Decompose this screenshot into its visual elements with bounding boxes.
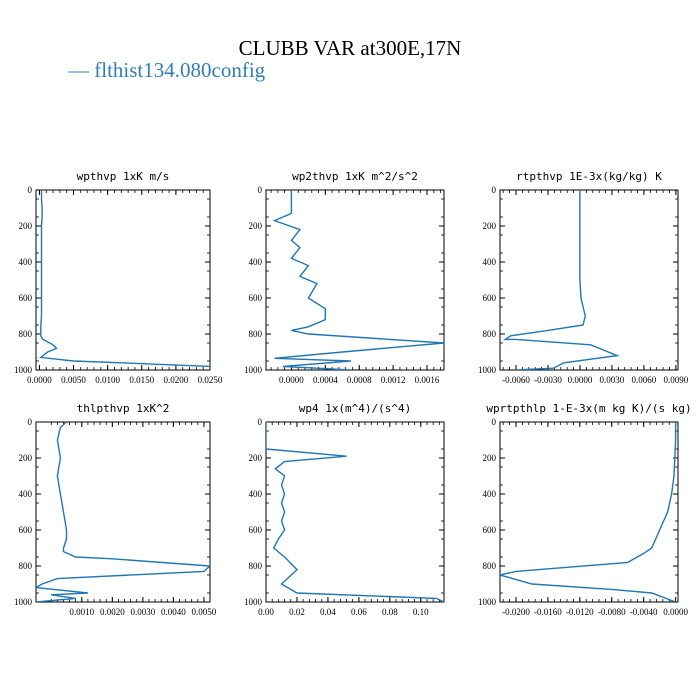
y-tick-label: 800 (19, 561, 33, 571)
series-line (502, 190, 620, 370)
y-tick-label: 1000 (14, 597, 33, 607)
x-tick-label: 0.0016 (415, 375, 440, 385)
y-tick-label: 600 (19, 525, 33, 535)
y-tick-label: 1000 (244, 365, 263, 375)
y-tick-label: 600 (483, 525, 497, 535)
y-tick-label: 0 (28, 417, 33, 427)
y-tick-label: 600 (249, 293, 263, 303)
y-tick-label: 800 (483, 329, 497, 339)
y-tick-label: 400 (19, 257, 33, 267)
y-tick-label: 600 (483, 293, 497, 303)
y-tick-label: 800 (483, 561, 497, 571)
y-tick-label: 1000 (478, 597, 497, 607)
y-tick-label: 1000 (244, 597, 263, 607)
x-tick-label: 0.0000 (27, 375, 52, 385)
x-tick-label: -0.0120 (566, 607, 594, 617)
figure-title: CLUBB VAR at300E,17N (238, 36, 462, 60)
y-tick-label: 200 (19, 453, 33, 463)
x-tick-label: 0.02 (289, 607, 305, 617)
panel-6: wprtpthlp 1-E-3x(m kg K)/(s kg) 0 200 400 60… (478, 402, 692, 617)
x-tick-label: 0.0200 (164, 375, 189, 385)
y-tick-label: 600 (249, 525, 263, 535)
x-tick-label: 0.10 (413, 607, 429, 617)
series-line (39, 190, 210, 368)
y-tick-label: 200 (19, 221, 33, 231)
y-tick-label: 0 (492, 185, 497, 195)
x-tick-label: -0.0040 (630, 607, 658, 617)
panel-title: wprtpthlp 1-E-3x(m kg K)/(s kg) (486, 402, 691, 415)
axes-frame (35, 421, 211, 603)
panel-title: wp4 1x(m^4)/(s^4) (299, 402, 412, 415)
y-tick-label: 1000 (478, 365, 497, 375)
y-tick-label: 0 (492, 417, 497, 427)
axes-frame (499, 189, 679, 371)
x-tick-label: 0.04 (320, 607, 336, 617)
x-tick-label: -0.0080 (598, 607, 626, 617)
y-tick-label: 200 (483, 221, 497, 231)
x-tick-label: 0.0090 (663, 375, 688, 385)
y-tick-label: 800 (19, 329, 33, 339)
y-tick-label: 600 (19, 293, 33, 303)
axes-frame (265, 189, 445, 371)
panel-title: wpthvp 1xK m/s (77, 170, 170, 183)
x-tick-label: 0.0250 (198, 375, 223, 385)
panel-title: thlpthvp 1xK^2 (77, 402, 170, 415)
x-tick-label: 0.0050 (192, 607, 217, 617)
x-tick-label: 0.00 (258, 607, 274, 617)
series-line (266, 422, 444, 602)
x-tick-label: 0.0000 (279, 375, 304, 385)
y-tick-label: 400 (249, 489, 263, 499)
series-line (500, 422, 677, 602)
panel-title: rtpthvp 1E-3x(kg/kg) K (516, 170, 662, 183)
panel-4: thlpthvp 1xK^2 0 200 400 600 800 1000 0.0010 0.0… (14, 402, 217, 617)
x-tick-label: -0.0060 (502, 375, 530, 385)
x-tick-label: -0.0160 (534, 607, 562, 617)
y-tick-label: 200 (249, 221, 263, 231)
y-tick-label: 200 (249, 453, 263, 463)
x-tick-label: -0.0200 (502, 607, 530, 617)
axes-frame (265, 421, 445, 603)
x-tick-label: 0.0008 (347, 375, 372, 385)
series-line (36, 422, 210, 602)
y-tick-label: 0 (258, 185, 263, 195)
x-tick-label: 0.0012 (381, 375, 406, 385)
axes-frame (35, 189, 211, 371)
x-tick-label: 0.0000 (568, 375, 593, 385)
x-tick-label: 0.0030 (130, 607, 155, 617)
y-tick-label: 0 (28, 185, 33, 195)
axes-frame (499, 421, 679, 603)
panel-title: wp2thvp 1xK m^2/s^2 (292, 170, 418, 183)
x-tick-label: 0.0100 (95, 375, 120, 385)
legend-label: flthist134.080config (94, 58, 266, 82)
series-line (272, 190, 444, 370)
x-tick-label: 0.0050 (61, 375, 86, 385)
x-tick-label: -0.0030 (534, 375, 562, 385)
y-tick-label: 800 (249, 561, 263, 571)
panel-2: wp2thvp 1xK m^2/s^2 0 200 400 600 800 1000 0.00… (244, 170, 445, 385)
x-tick-label: 0.08 (382, 607, 398, 617)
x-tick-label: 0.0030 (600, 375, 625, 385)
y-tick-label: 800 (249, 329, 263, 339)
y-tick-label: 200 (483, 453, 497, 463)
x-tick-label: 0.0020 (100, 607, 125, 617)
x-tick-label: 0.0150 (129, 375, 154, 385)
y-tick-label: 0 (258, 417, 263, 427)
y-tick-label: 400 (249, 257, 263, 267)
x-tick-label: 0.0040 (161, 607, 186, 617)
legend-entry: — flthist134.080config (68, 58, 266, 82)
x-tick-label: 0.0010 (69, 607, 94, 617)
y-tick-label: 400 (19, 489, 33, 499)
x-tick-label: 0.06 (351, 607, 367, 617)
x-tick-label: 0.0000 (663, 607, 688, 617)
y-tick-label: 400 (483, 257, 497, 267)
y-tick-label: 400 (483, 489, 497, 499)
panel-3: rtpthvp 1E-3x(kg/kg) K02004006008001000-… (478, 170, 689, 385)
y-tick-label: 1000 (14, 365, 33, 375)
x-tick-label: 0.0004 (313, 375, 338, 385)
x-tick-label: 0.0060 (632, 375, 657, 385)
